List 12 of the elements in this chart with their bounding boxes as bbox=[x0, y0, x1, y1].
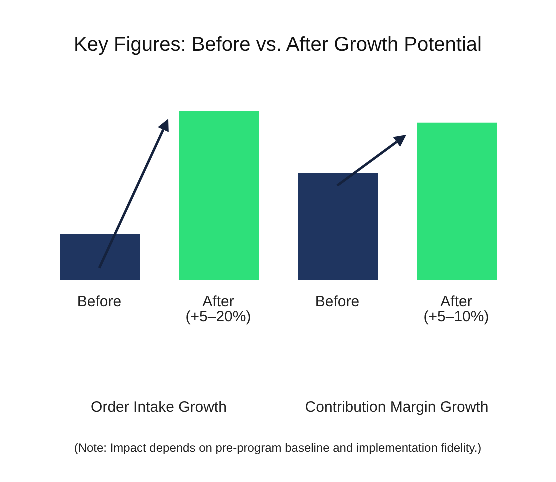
text: Contribution Margin Growth bbox=[305, 399, 489, 416]
text: Order Intake Growth bbox=[91, 399, 227, 416]
x-tick-label: Before bbox=[315, 294, 360, 311]
text: (Note: Impact depends on pre-program baseline and implementation fidelity.) bbox=[74, 441, 482, 455]
bar bbox=[298, 174, 378, 280]
x-tick-label: Before bbox=[77, 294, 122, 311]
bar bbox=[60, 234, 140, 280]
chart-title: Key Figures: Before vs. After Growth Potential bbox=[73, 34, 483, 57]
bar bbox=[417, 122, 497, 280]
bar bbox=[179, 111, 259, 280]
x-tick-label: After (+5–20%) bbox=[186, 294, 252, 326]
x-tick-label: After (+5–10%) bbox=[424, 294, 490, 326]
